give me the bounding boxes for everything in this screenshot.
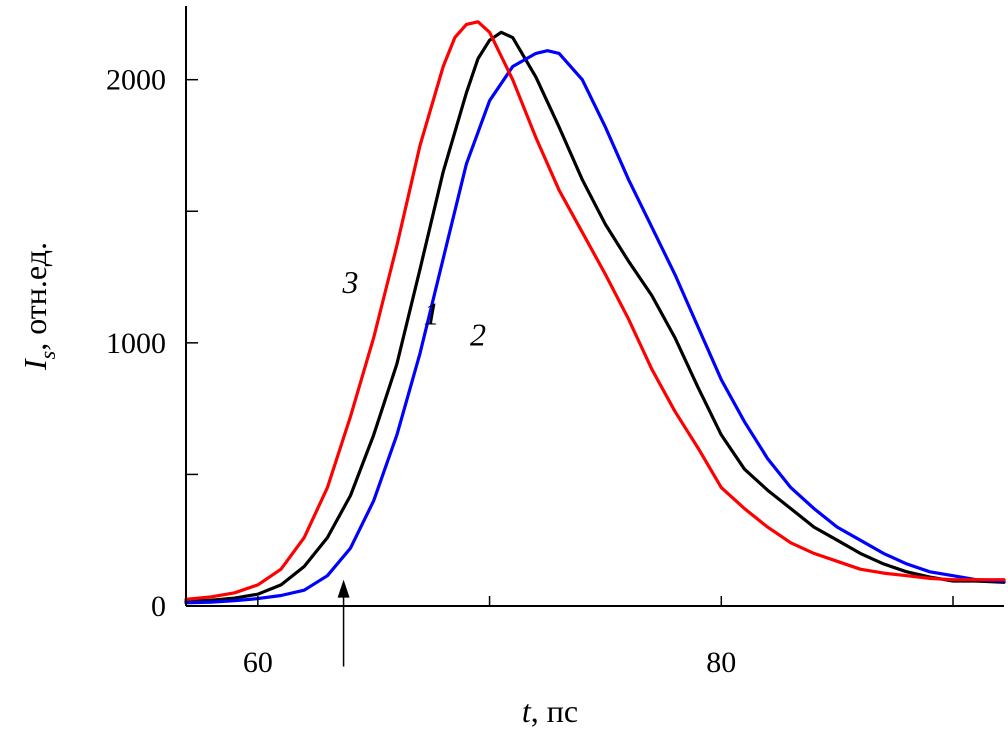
y-tick-label-1000: 1000 <box>106 327 166 360</box>
curve-label-3: 3 <box>342 264 359 300</box>
series-line-2 <box>184 49 1006 605</box>
series-line-3 <box>184 20 1006 602</box>
x-tick-label-80: 80 <box>706 646 736 679</box>
curve-label-2: 2 <box>470 316 486 352</box>
y-tick-label-0: 0 <box>151 590 166 623</box>
arrow-head <box>337 579 350 598</box>
y-tick-label-2000: 2000 <box>106 64 166 97</box>
curve-labels-layer: 12 3 <box>342 264 486 353</box>
axes-layer <box>185 6 1004 607</box>
series-line-1 <box>184 30 1006 603</box>
y-axis-label: Is, отн.ед. <box>17 242 60 371</box>
annotation-layer <box>337 579 350 667</box>
x-axis-label: t, пс <box>522 693 578 729</box>
curves-layer <box>184 20 1006 605</box>
ticks-layer: 60 80 0 1000 2000 <box>106 64 954 679</box>
x-tick-label-60: 60 <box>243 646 273 679</box>
curve-label-1: 1 <box>424 295 440 331</box>
